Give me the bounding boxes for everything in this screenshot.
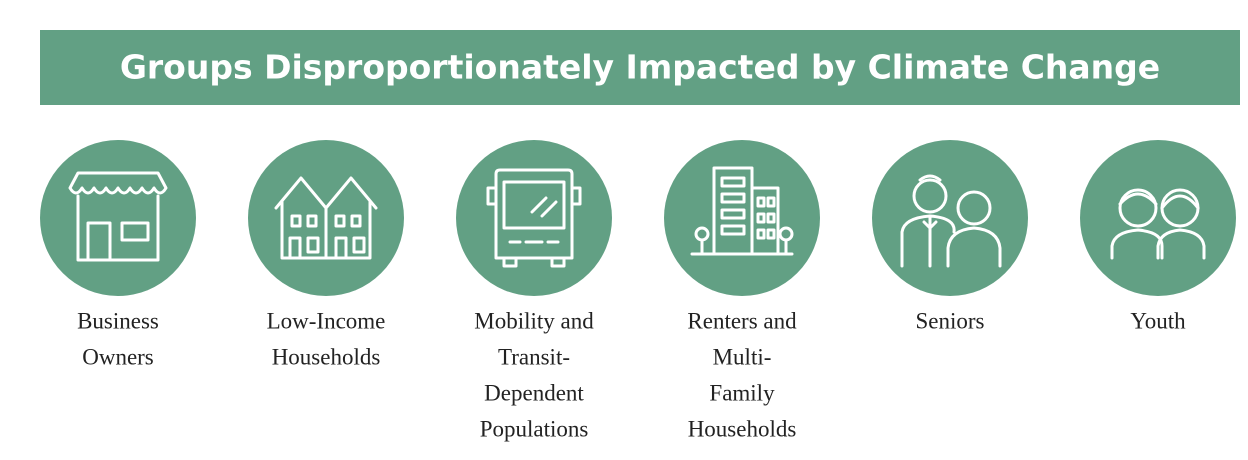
group-label: Business — [77, 308, 159, 333]
icon-youth — [1080, 140, 1236, 296]
group-label: Households — [688, 416, 797, 441]
icon-houses — [248, 140, 404, 296]
group-label: Family — [709, 380, 775, 405]
icon-shop — [40, 140, 196, 296]
group-label: Youth — [1130, 308, 1186, 333]
group-label: Dependent — [484, 380, 584, 405]
group-label: Multi- — [713, 344, 772, 369]
group-label: Households — [272, 344, 381, 369]
icon-seniors — [872, 140, 1028, 296]
icon-buildings — [664, 140, 820, 296]
icons — [40, 140, 1236, 296]
group-label: Renters and — [687, 308, 797, 333]
title-banner — [40, 30, 1240, 105]
group-label: Seniors — [916, 308, 985, 333]
icon-bus — [456, 140, 612, 296]
group-label: Transit- — [498, 344, 570, 369]
title: Groups Disproportionately Impacted by Cl… — [120, 48, 1160, 87]
group-label: Mobility and — [474, 308, 594, 333]
group-label: Low-Income — [267, 308, 386, 333]
group-label: Owners — [82, 344, 154, 369]
group-label: Populations — [480, 416, 589, 441]
